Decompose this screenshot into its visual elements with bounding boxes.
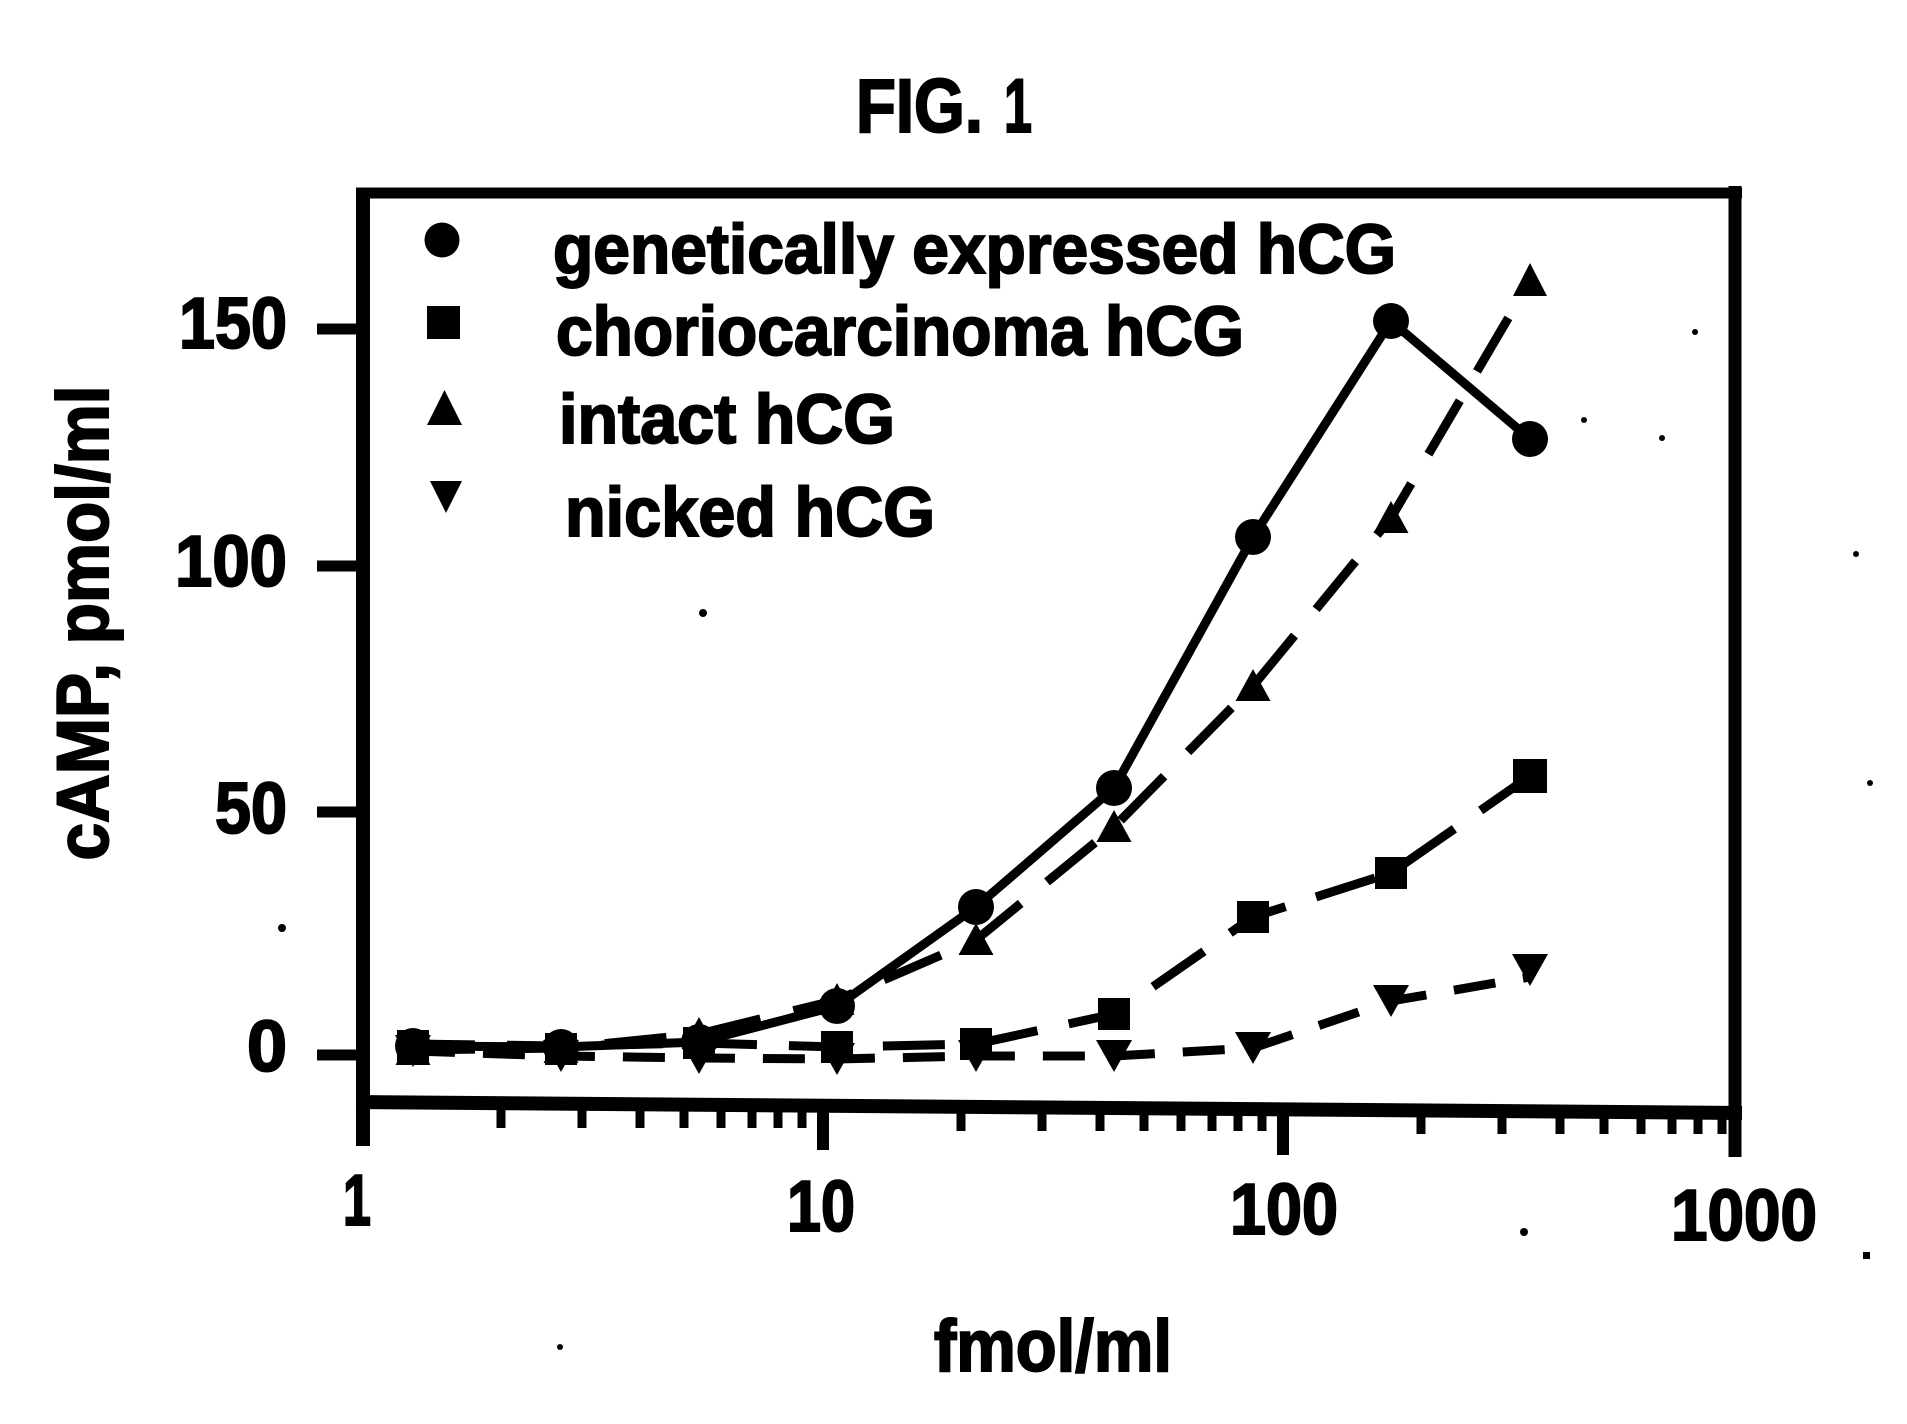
svg-text:genetically expressed hCG: genetically expressed hCG	[553, 210, 1396, 288]
svg-text:cAMP, pmol/ml: cAMP, pmol/ml	[43, 386, 124, 861]
svg-text:intact hCG: intact hCG	[559, 380, 895, 458]
svg-text:FIG.: FIG.	[856, 64, 983, 149]
svg-text:100: 100	[1230, 1170, 1338, 1250]
svg-text:0: 0	[247, 1007, 287, 1087]
svg-text:fmol/ml: fmol/ml	[934, 1306, 1172, 1387]
svg-text:150: 150	[179, 284, 287, 364]
svg-text:1: 1	[343, 1161, 371, 1241]
svg-text:choriocarcinoma hCG: choriocarcinoma hCG	[556, 292, 1244, 370]
svg-text:10: 10	[787, 1167, 855, 1247]
svg-text:50: 50	[215, 769, 287, 849]
svg-text:nicked hCG: nicked hCG	[565, 473, 935, 551]
svg-text:100: 100	[175, 522, 287, 602]
svg-text:1000: 1000	[1671, 1176, 1817, 1256]
svg-text:1: 1	[1004, 64, 1032, 149]
